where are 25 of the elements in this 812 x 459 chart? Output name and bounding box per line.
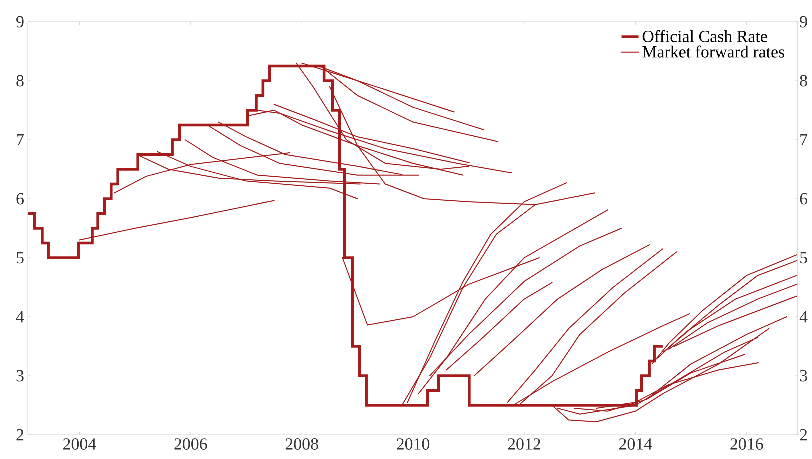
x-tick-label: 2014 (619, 438, 652, 450)
x-tick-label: 2010 (397, 438, 430, 450)
y2-tick-label: 2 (800, 429, 808, 441)
y-tick-label: 9 (16, 16, 24, 28)
x-tick-label: 2004 (64, 438, 96, 450)
y-tick-label: 7 (17, 134, 24, 146)
y2-tick-label: 7 (800, 134, 808, 146)
y-tick-label: 5 (16, 252, 24, 264)
y-tick-label: 8 (16, 75, 24, 87)
y2-tick-label: 3 (800, 370, 808, 382)
x-tick-label: 2006 (174, 438, 208, 450)
x-tick-label: 2012 (508, 438, 540, 450)
y-tick-label: 2 (16, 429, 24, 441)
legend-label: Market forward rates (642, 46, 785, 58)
x-tick-label: 2008 (286, 438, 318, 450)
legend-label: Official Cash Rate (642, 30, 768, 42)
y2-tick-label: 9 (800, 16, 808, 28)
y-tick-label: 6 (16, 193, 24, 205)
y2-tick-label: 6 (800, 193, 808, 205)
y-tick-label: 4 (16, 311, 24, 323)
y-tick-label: 3 (16, 370, 24, 382)
y2-tick-label: 5 (800, 252, 808, 264)
y2-tick-label: 4 (800, 311, 808, 323)
y2-tick-label: 8 (800, 75, 808, 87)
x-tick-label: 2016 (730, 438, 764, 450)
